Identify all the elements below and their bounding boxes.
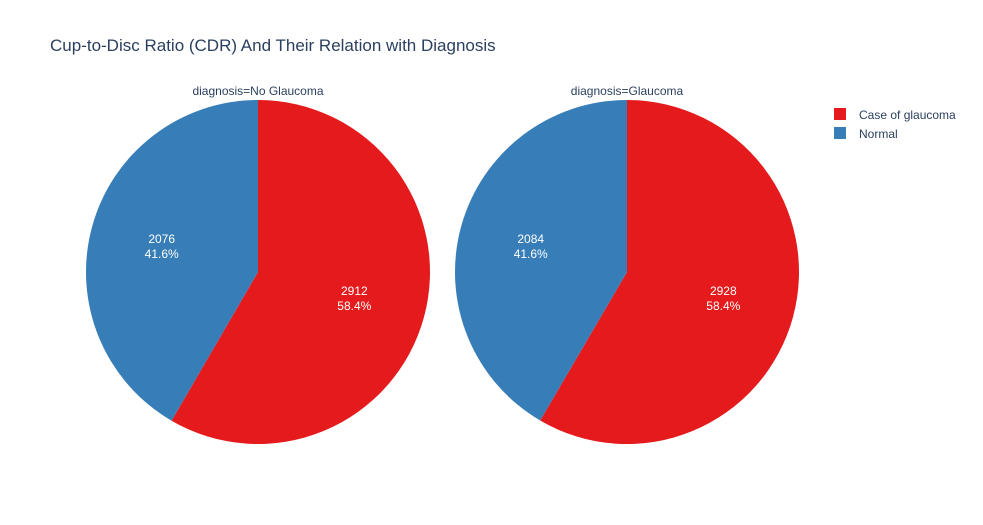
pie-subtitle: diagnosis=Glaucoma <box>571 84 684 98</box>
slice-percent-label: 58.4% <box>706 299 740 313</box>
chart-title: Cup-to-Disc Ratio (CDR) And Their Relati… <box>50 36 496 55</box>
legend-swatch <box>834 108 846 120</box>
pie-slices <box>86 100 430 444</box>
legend-item-normal[interactable]: Normal <box>834 127 898 141</box>
pie-slice-normal[interactable] <box>86 100 258 421</box>
legend-label: Normal <box>859 127 898 141</box>
slice-value-label: 2084 <box>517 232 544 246</box>
slice-percent-label: 41.6% <box>514 247 548 261</box>
pie-slice-case-of-glaucoma[interactable] <box>171 100 430 444</box>
slice-percent-label: 58.4% <box>337 299 371 313</box>
slice-value-label: 2912 <box>341 284 368 298</box>
pie-slice-case-of-glaucoma[interactable] <box>540 100 799 444</box>
legend-item-case-of-glaucoma[interactable]: Case of glaucoma <box>834 108 956 122</box>
pie-subtitle: diagnosis=No Glaucoma <box>192 84 323 98</box>
legend-swatch <box>834 127 846 139</box>
slice-value-label: 2928 <box>710 284 737 298</box>
legend-label: Case of glaucoma <box>859 108 956 122</box>
slice-value-label: 2076 <box>148 232 175 246</box>
pie-slice-normal[interactable] <box>455 100 627 421</box>
legend: Case of glaucoma Normal <box>834 108 956 141</box>
pie-slices <box>455 100 799 444</box>
slice-percent-label: 41.6% <box>145 247 179 261</box>
